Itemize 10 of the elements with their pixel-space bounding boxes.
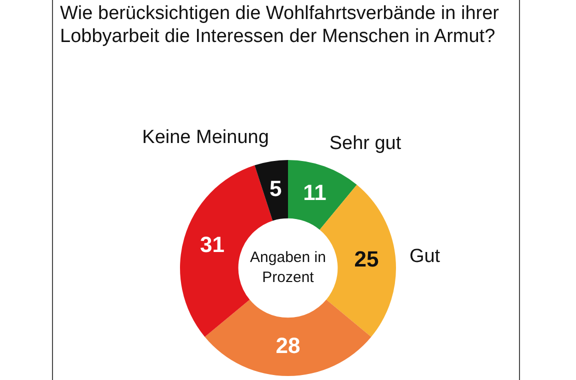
data-label: 25 (354, 246, 379, 272)
slice-label: Gut (409, 246, 441, 267)
data-label: 5 (270, 176, 282, 202)
chart-title: Wie berücksichtigen die Wohlfahrtsverbände in ihrer Lobbyarbeit die Interessen der Menschen in Armut? (60, 2, 500, 48)
slice-label: Sehr gut (329, 132, 402, 154)
text: Angaben in Prozent (250, 249, 326, 286)
slice-label: Keine Meinung (142, 127, 269, 148)
data-label: 11 (303, 180, 326, 205)
data-label: 31 (200, 232, 225, 258)
data-label: 28 (276, 332, 300, 358)
